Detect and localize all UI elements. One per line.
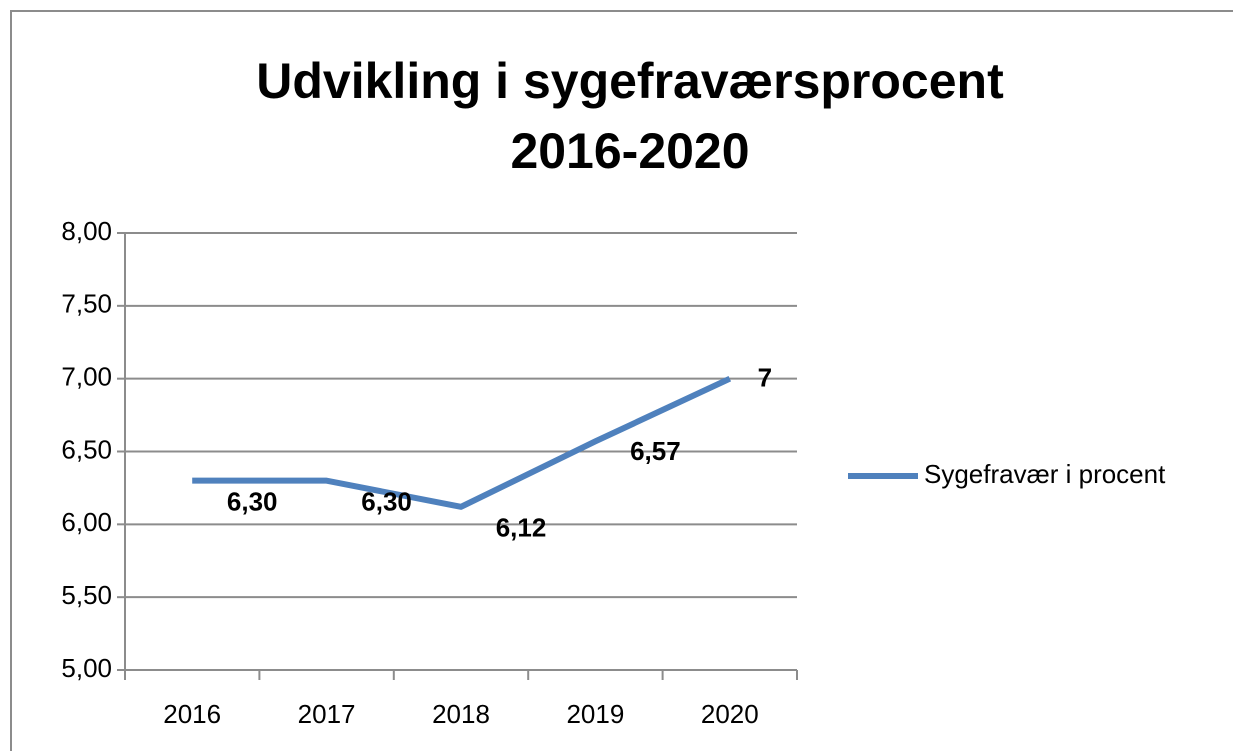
- x-tick-label: 2019: [566, 699, 624, 729]
- data-line: [192, 375, 732, 510]
- border: [10, 10, 1233, 751]
- y-tick-label: 6,50: [61, 434, 112, 464]
- y-tick-label: 5,00: [61, 653, 112, 683]
- y-tick-label: 7,50: [61, 289, 112, 319]
- y-tick-label: 6,00: [61, 507, 112, 537]
- legend-label: Sygefravær i procent: [924, 459, 1166, 489]
- x-tick-label: 2020: [701, 699, 759, 729]
- x-tick-label: 2017: [298, 699, 356, 729]
- y-tick-label: 7,00: [61, 362, 112, 392]
- data-label: 7: [758, 363, 772, 393]
- data-label: 6,30: [227, 487, 278, 517]
- y-tick-label: 8,00: [61, 216, 112, 246]
- x-tick-label: 2018: [432, 699, 490, 729]
- x-tick-label: 2016: [163, 699, 221, 729]
- chart-title: Udvikling i sygefraværsprocent 2016-2020: [256, 53, 1004, 179]
- y-tick-label: 5,50: [61, 580, 112, 610]
- data-label: 6,30: [361, 487, 412, 517]
- data-label: 6,57: [630, 436, 681, 466]
- data-label: 6,12: [496, 513, 547, 543]
